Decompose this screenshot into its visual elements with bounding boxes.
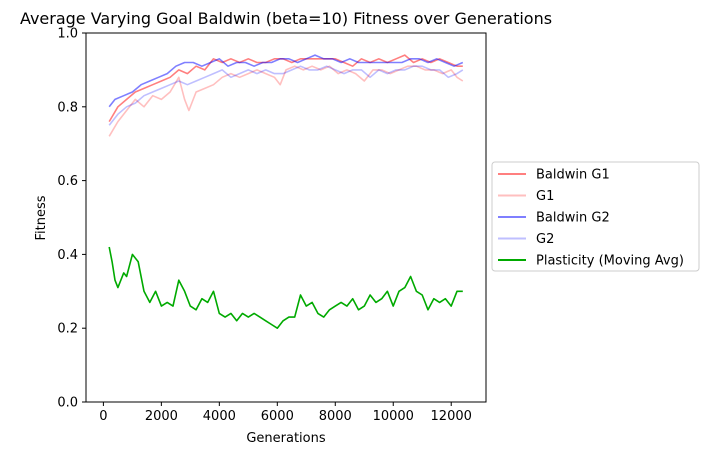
- x-tick-label: 4000: [203, 409, 236, 424]
- y-tick-label: 0.8: [57, 100, 78, 115]
- series-layer: [108, 54, 464, 330]
- x-tick-label: 8000: [319, 409, 352, 424]
- y-tick-label: 0.2: [57, 322, 78, 337]
- series-line-0: [108, 54, 463, 123]
- x-axis-label: Generations: [246, 431, 326, 446]
- y-tick-label: 0.4: [57, 248, 78, 263]
- plot-area: 0 2000 4000 6000 8000 10000 12000 0.0 0.2 0.4 0.6…: [57, 27, 487, 424]
- series-line-3: [108, 65, 464, 126]
- legend: Baldwin G1 G1 Baldwin G2 G2 Plasticity (Movi…: [491, 161, 700, 272]
- x-axis: 0 2000 4000 6000 8000 10000 12000: [99, 402, 472, 424]
- plot-frame: [85, 32, 487, 403]
- legend-label-4: Plasticity (Moving Avg): [536, 254, 684, 269]
- y-tick-label: 0.6: [57, 174, 78, 189]
- y-tick-label: 0.0: [57, 396, 78, 411]
- x-tick-label: 10000: [373, 409, 414, 424]
- legend-label-1: G1: [536, 189, 554, 204]
- legend-label-3: G2: [536, 232, 554, 247]
- y-axis: 0.0 0.2 0.4 0.6 0.8 1.0: [57, 27, 86, 411]
- chart-title: Average Varying Goal Baldwin (beta=10) F…: [20, 9, 552, 28]
- series-line-2: [108, 54, 464, 108]
- x-tick-label: 0: [99, 409, 107, 424]
- series-line-4: [108, 246, 463, 330]
- legend-label-0: Baldwin G1: [536, 168, 610, 183]
- x-tick-label: 12000: [431, 409, 472, 424]
- legend-frame: [491, 161, 700, 272]
- x-tick-label: 6000: [261, 409, 294, 424]
- y-axis-label: Fitness: [34, 195, 49, 240]
- x-tick-label: 2000: [145, 409, 178, 424]
- y-tick-label: 1.0: [57, 27, 78, 42]
- legend-label-2: Baldwin G2: [536, 211, 610, 226]
- series-line-1: [108, 65, 464, 137]
